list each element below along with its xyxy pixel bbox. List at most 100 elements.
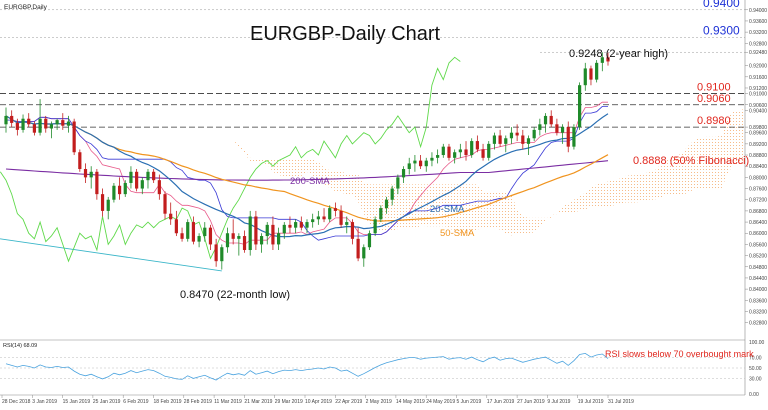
candle-body	[356, 238, 360, 259]
chart-title: EURGBP-Daily Chart	[250, 23, 440, 45]
candle-body	[339, 210, 343, 225]
candle-body	[203, 227, 207, 237]
price-tick-label: 0.84400	[749, 276, 767, 282]
candle-body	[521, 135, 525, 144]
price-tick-label: 0.91200	[749, 86, 767, 92]
candle-body	[72, 121, 76, 153]
candle-body	[27, 118, 31, 125]
candle-body	[413, 160, 417, 164]
date-tick-label: 19 Jul 2019	[578, 399, 604, 405]
candle-body	[600, 57, 604, 63]
candle-body	[220, 247, 224, 262]
candle-body	[453, 152, 457, 158]
candle-body	[225, 233, 230, 248]
price-tick-label: 0.90400	[749, 108, 767, 114]
candle-body	[333, 208, 337, 211]
candle-body	[549, 115, 553, 125]
date-tick-label: 18 Feb 2019	[154, 399, 182, 405]
chikou-span-line	[0, 56, 461, 263]
candle-body	[282, 224, 286, 234]
candle-body	[311, 219, 315, 223]
candle-body	[95, 171, 99, 195]
fib-annotation: 0.8888 (50% Fibonacci)	[633, 155, 749, 167]
candle-body	[470, 141, 474, 156]
candle-body	[242, 236, 247, 251]
candle-body	[61, 120, 65, 126]
price-tick-label: 0.86400	[749, 220, 767, 226]
price-tick-label: 0.87600	[749, 187, 767, 193]
candle-body	[487, 143, 491, 158]
candle-body	[123, 182, 127, 195]
candle-body	[305, 222, 309, 228]
sma50-label: 50-SMA	[440, 228, 475, 239]
candle-body	[32, 124, 36, 133]
candle-body	[129, 171, 133, 183]
candle-body	[117, 185, 122, 195]
price-tick-label: 0.88800	[749, 153, 767, 159]
candle-body	[186, 222, 190, 239]
rsi-tick-label: 50.00	[749, 366, 762, 372]
rsi-tick-label: 100.00	[749, 340, 765, 346]
candle-body	[464, 149, 468, 156]
candle-body	[384, 199, 389, 209]
candle-body	[362, 247, 366, 259]
candle-body	[555, 124, 559, 133]
candle-body	[112, 185, 116, 200]
candle-body	[316, 216, 320, 220]
date-tick-label: 3 Jan 2019	[32, 399, 57, 405]
price-tick-label: 0.92000	[749, 64, 767, 70]
candle-body	[288, 224, 292, 228]
candle-body	[299, 222, 303, 228]
candle-body	[271, 224, 275, 245]
candle-body	[390, 188, 394, 200]
candle-body	[572, 127, 576, 147]
candle-body	[21, 118, 25, 130]
candle-body	[379, 208, 383, 220]
candle-body	[38, 118, 42, 133]
candle-body	[152, 171, 156, 181]
candle-body	[100, 194, 105, 211]
price-tick-label: 0.93600	[749, 19, 767, 25]
price-tick-label: 0.83600	[749, 298, 767, 304]
candle-body	[560, 127, 565, 133]
date-tick-label: 28 Dec 2018	[2, 399, 31, 405]
candle-body	[526, 138, 531, 144]
candle-body	[475, 141, 479, 150]
price-tick-label: 0.83200	[749, 309, 767, 315]
date-tick-label: 2 May 2019	[366, 399, 392, 405]
candle-body	[214, 244, 218, 262]
candle-body	[254, 216, 258, 245]
sma20-line	[5, 113, 609, 238]
date-tick-label: 11 Mar 2019	[214, 399, 242, 405]
candle-body	[481, 149, 485, 158]
candle-body	[174, 219, 178, 234]
candle-body	[180, 233, 184, 239]
candle-body	[78, 152, 82, 169]
candle-body	[157, 180, 161, 195]
rsi-tick-label: 70.00	[749, 356, 762, 362]
candle-body	[83, 169, 88, 178]
rsi-line	[5, 352, 609, 381]
candle-body	[169, 213, 173, 220]
candle-body	[430, 157, 434, 161]
date-tick-label: 27 Jun 2019	[517, 399, 545, 405]
level-label-0-9400: 0.9400	[703, 0, 740, 10]
date-tick-label: 25 Jan 2019	[93, 399, 121, 405]
rsi-tick-label: 30.00	[749, 376, 762, 382]
candle-body	[265, 224, 269, 237]
candle-body	[248, 216, 252, 251]
candle-body	[606, 57, 610, 62]
candle-body	[447, 146, 451, 158]
price-tick-label: 0.85600	[749, 242, 767, 248]
date-tick-label: 24 May 2019	[426, 399, 455, 405]
price-tick-label: 0.84000	[749, 287, 767, 293]
candle-body	[504, 138, 508, 144]
sma200-label: 200-SMA	[290, 176, 330, 187]
price-tick-label: 0.88000	[749, 175, 767, 181]
price-tick-label: 0.82800	[749, 321, 767, 327]
candle-body	[49, 124, 54, 129]
candle-body	[407, 163, 411, 169]
high-annotation: 0.9248 (2-year high)	[569, 48, 668, 60]
date-tick-label: 22 Apr 2019	[335, 399, 362, 405]
sma20-label: 20-SMA	[430, 204, 465, 215]
